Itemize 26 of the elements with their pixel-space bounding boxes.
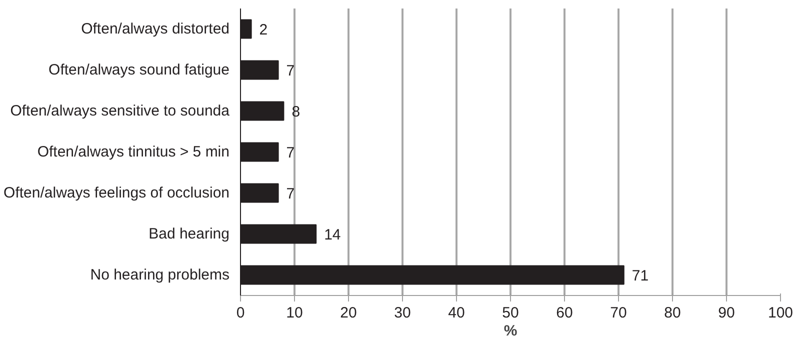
x-tick-label: 80 xyxy=(664,304,681,322)
data-label: 8 xyxy=(292,104,300,120)
x-tick-label: 0 xyxy=(236,304,245,322)
y-tick-label: Often/always tinnitus > 5 min xyxy=(37,144,230,160)
y-tick-label: Often/always feelings of occlusion xyxy=(4,184,230,202)
data-label: 2 xyxy=(259,22,268,38)
data-label: 14 xyxy=(324,226,341,244)
x-tick-label: 40 xyxy=(448,304,465,322)
y-tick-label: Often/always sound fatigue xyxy=(48,62,230,78)
y-tick-label: No hearing problems xyxy=(90,266,230,284)
data-label: 7 xyxy=(286,62,295,80)
x-tick-label: 70 xyxy=(610,304,627,322)
x-axis-title: % xyxy=(504,322,518,340)
x-tick-label: 20 xyxy=(340,304,357,322)
data-label: 7 xyxy=(286,186,295,202)
x-tick-label: 90 xyxy=(718,304,735,322)
x-tick-label: 50 xyxy=(502,304,519,322)
x-tick-label: 60 xyxy=(556,304,573,322)
x-tick-label: 30 xyxy=(394,304,411,322)
y-tick-label: Bad hearing xyxy=(148,226,230,242)
y-tick-label: Often/always sensitive to sounda xyxy=(10,102,230,120)
x-tick-label: 100 xyxy=(768,304,794,322)
data-label: 7 xyxy=(286,144,295,162)
x-tick-label: 10 xyxy=(286,304,303,322)
y-tick-label: Often/always distorted xyxy=(81,20,230,38)
data-label: 71 xyxy=(632,268,649,284)
